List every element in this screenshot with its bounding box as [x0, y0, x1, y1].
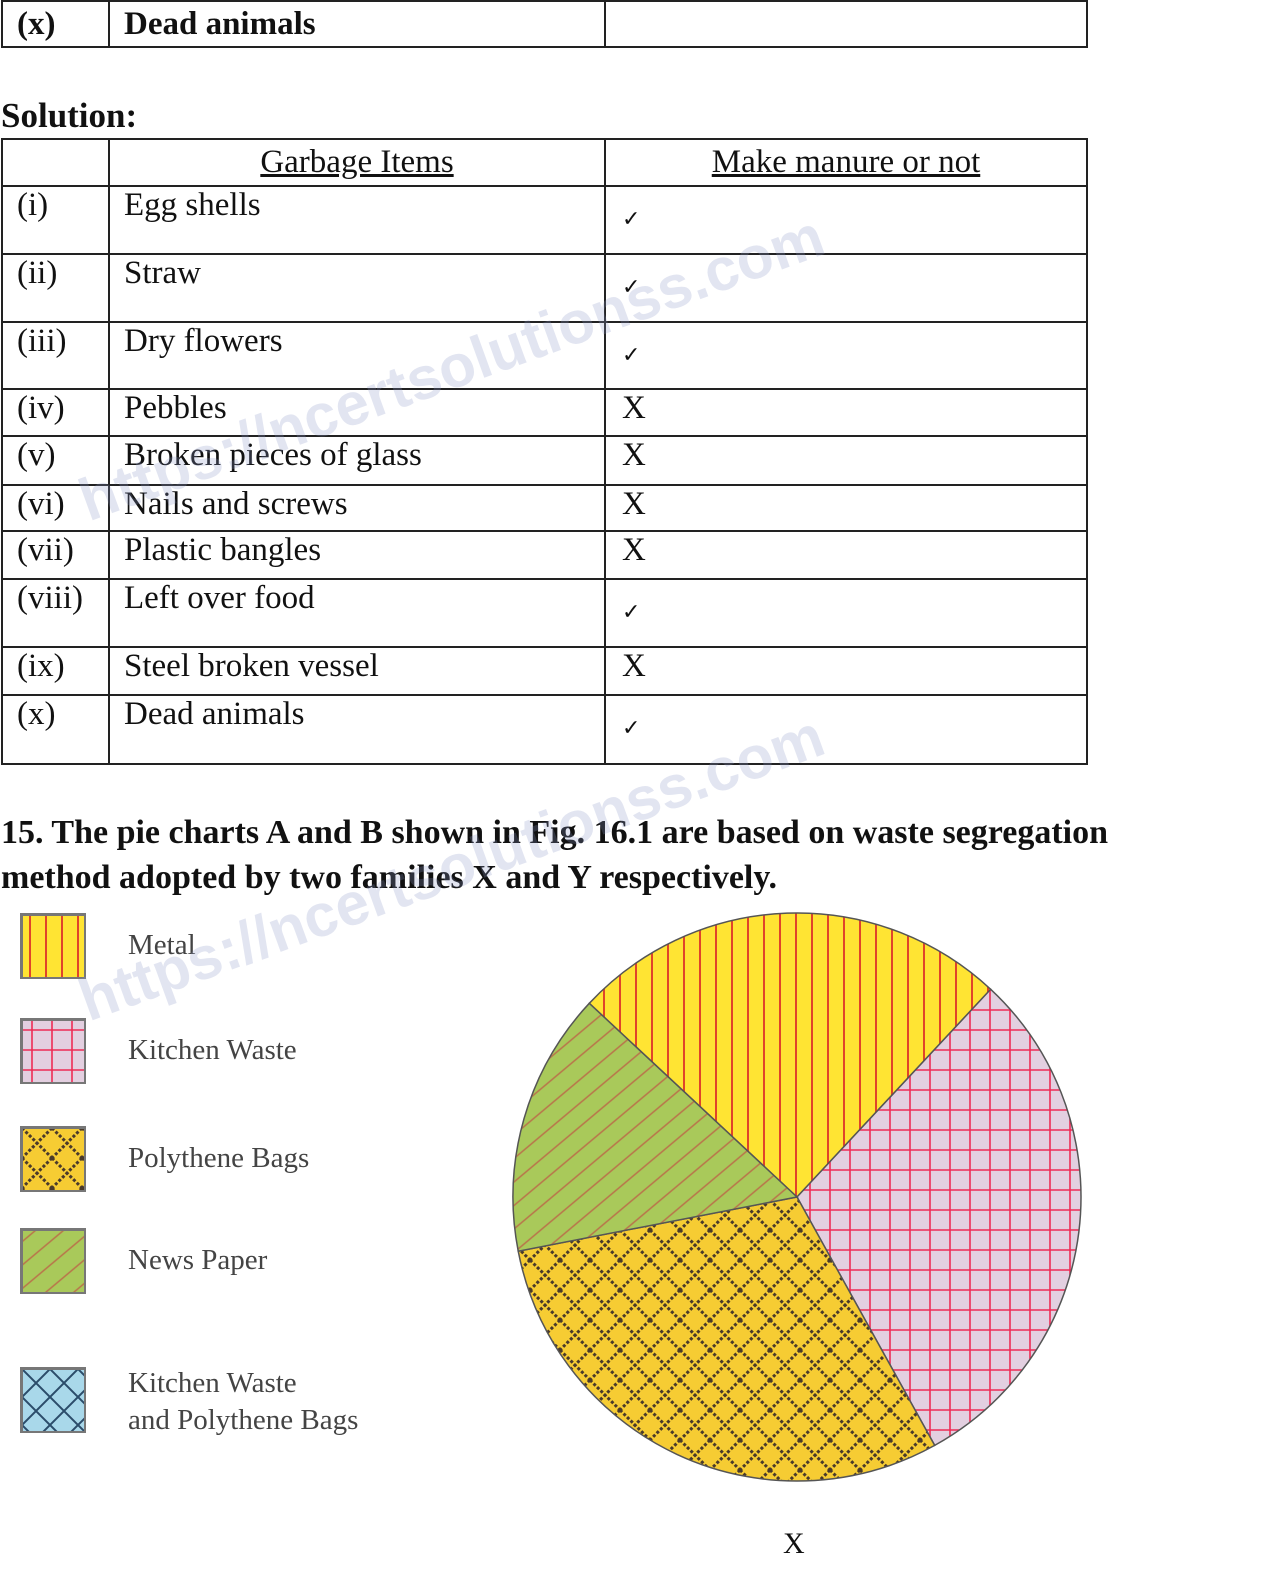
- question-line-1: 15. The pie charts A and B shown in Fig.…: [1, 814, 1109, 851]
- check-mark-icon: ✓: [622, 343, 641, 368]
- check-mark-icon: ✓: [622, 716, 641, 741]
- row-item: Left over food: [108, 578, 606, 648]
- legend-label: News Paper: [128, 1244, 268, 1276]
- row-number: (x): [1, 0, 110, 48]
- legend-item: Polythene Bags: [20, 1126, 309, 1192]
- header-number: [1, 138, 110, 187]
- table-row: (vii) Plastic bangles X: [1, 530, 1088, 580]
- row-item: Dead animals: [108, 694, 606, 765]
- table-row: (vi) Nails and screws X: [1, 484, 1088, 532]
- pie-slice-kitchen-waste: [796, 988, 1082, 1447]
- row-value: [604, 0, 1088, 48]
- question-line-2: method adopted by two families X and Y r…: [1, 859, 778, 896]
- row-item: Broken pieces of glass: [108, 435, 606, 486]
- row-number: (viii): [1, 578, 110, 648]
- table-header-row: Garbage Items Make manure or not: [1, 138, 1088, 187]
- row-number: (iii): [1, 321, 110, 390]
- pie-chart-title: X: [783, 1527, 805, 1560]
- legend-item: Kitchen Waste and Polythene Bags: [20, 1367, 358, 1436]
- check-mark-icon: ✓: [622, 600, 641, 625]
- pie-chart: [512, 912, 1082, 1482]
- row-manure-mark: X: [604, 484, 1088, 532]
- table-row: (ii) Straw ✓: [1, 253, 1088, 323]
- question-text: 15. The pie charts A and B shown in Fig.…: [1, 810, 1271, 900]
- table-row: (i) Egg shells ✓: [1, 185, 1088, 255]
- legend-label-line: and Polythene Bags: [128, 1404, 359, 1436]
- row-manure-mark: ✓: [604, 578, 1088, 648]
- row-manure-mark: X: [604, 388, 1088, 437]
- row-number: (vii): [1, 530, 110, 580]
- cross-mark-icon: X: [622, 486, 646, 522]
- row-item: Nails and screws: [108, 484, 606, 532]
- row-item: Straw: [108, 253, 606, 323]
- table-row: (x) Dead animals ✓: [1, 694, 1088, 765]
- row-item: Plastic bangles: [108, 530, 606, 580]
- row-number: (vi): [1, 484, 110, 532]
- check-mark-icon: ✓: [622, 207, 641, 232]
- pie-slice-news-paper: [512, 1002, 799, 1253]
- row-item: Egg shells: [108, 185, 606, 255]
- table-row: (viii) Left over food ✓: [1, 578, 1088, 648]
- legend-item: News Paper: [20, 1228, 267, 1294]
- row-manure-mark: X: [604, 646, 1088, 696]
- legend-swatch: [20, 1018, 86, 1084]
- legend-swatch: [20, 1228, 86, 1294]
- header-garbage-items: Garbage Items: [108, 138, 606, 187]
- row-manure-mark: ✓: [604, 253, 1088, 323]
- row-number: (v): [1, 435, 110, 486]
- pie-slice-metal: [588, 912, 992, 1199]
- legend-item: Kitchen Waste: [20, 1018, 297, 1084]
- row-manure-mark: X: [604, 435, 1088, 486]
- header-manure: Make manure or not: [604, 138, 1088, 187]
- row-item: Steel broken vessel: [108, 646, 606, 696]
- legend-label: Kitchen Waste and Polythene Bags: [128, 1365, 358, 1439]
- row-manure-mark: ✓: [604, 694, 1088, 765]
- solution-heading: Solution:: [1, 96, 138, 135]
- row-number: (ix): [1, 646, 110, 696]
- row-number: (iv): [1, 388, 110, 437]
- cross-mark-icon: X: [622, 532, 646, 568]
- pie-slice-polythene-bags: [517, 1196, 936, 1482]
- previous-table-row: (x) Dead animals: [1, 0, 1088, 48]
- legend-item: Metal: [20, 913, 196, 979]
- table-row: (x) Dead animals: [1, 0, 1088, 48]
- row-number: (ii): [1, 253, 110, 323]
- row-item: Pebbles: [108, 388, 606, 437]
- legend-label-line: Kitchen Waste: [128, 1367, 297, 1399]
- row-number: (i): [1, 185, 110, 255]
- cross-mark-icon: X: [622, 390, 646, 426]
- table-row: (ix) Steel broken vessel X: [1, 646, 1088, 696]
- check-mark-icon: ✓: [622, 275, 641, 300]
- table-row: (iii) Dry flowers ✓: [1, 321, 1088, 390]
- legend-swatch: [20, 913, 86, 979]
- row-manure-mark: X: [604, 530, 1088, 580]
- table-row: (iv) Pebbles X: [1, 388, 1088, 437]
- legend-label: Polythene Bags: [128, 1142, 310, 1174]
- cross-mark-icon: X: [622, 437, 646, 473]
- solution-table: Garbage Items Make manure or not (i) Egg…: [1, 138, 1088, 765]
- row-item: Dead animals: [108, 0, 606, 48]
- row-item: Dry flowers: [108, 321, 606, 390]
- row-manure-mark: ✓: [604, 185, 1088, 255]
- legend-swatch: [20, 1126, 86, 1192]
- table-row: (v) Broken pieces of glass X: [1, 435, 1088, 486]
- legend-label: Kitchen Waste: [128, 1034, 297, 1066]
- row-manure-mark: ✓: [604, 321, 1088, 390]
- row-number: (x): [1, 694, 110, 765]
- legend-label: Metal: [128, 929, 196, 961]
- cross-mark-icon: X: [622, 648, 646, 684]
- legend-swatch: [20, 1367, 86, 1433]
